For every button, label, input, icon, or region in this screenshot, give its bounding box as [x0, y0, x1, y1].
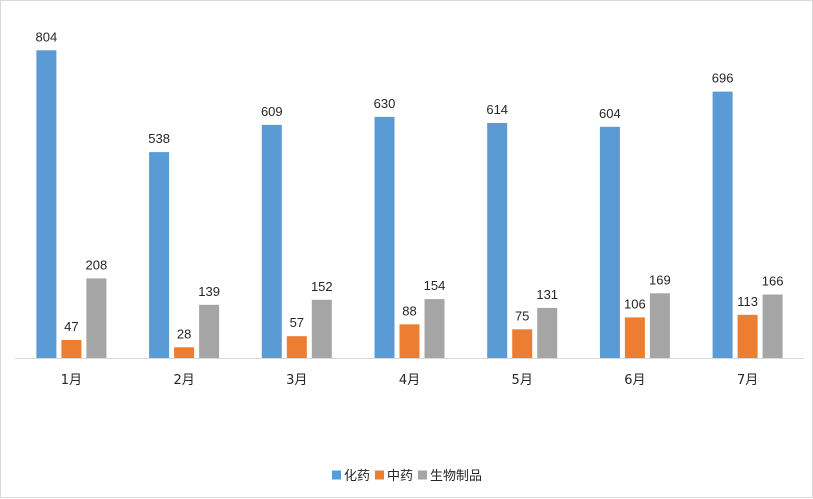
bar-中药-5月 [512, 329, 533, 358]
bar-生物制品-4月 [424, 299, 445, 358]
x-tick-label: 4月 [399, 373, 420, 388]
bar-生物制品-7月 [762, 294, 783, 358]
legend-label: 中药 [387, 469, 413, 484]
x-tick-label: 5月 [512, 373, 533, 388]
bar-中药-1月 [61, 340, 82, 358]
bar-生物制品-3月 [311, 299, 332, 358]
x-axis-ticks: 1月 2月 3月 4月 5月 6月 7月 [61, 373, 758, 388]
bar-化药-6月 [599, 126, 620, 358]
data-label-化药-2月: 538 [148, 131, 170, 146]
data-label-生物制品-3月: 152 [311, 279, 333, 294]
x-tick-label: 2月 [173, 373, 194, 388]
legend-item-中药: 中药 [375, 469, 413, 484]
data-label-化药-7月: 696 [712, 71, 734, 86]
data-label-化药-4月: 630 [374, 96, 396, 111]
bar-化药-4月 [374, 116, 395, 359]
data-label-中药-4月: 88 [402, 303, 416, 318]
legend-swatch [332, 470, 341, 480]
bar-化药-1月 [36, 50, 57, 359]
bar-生物制品-6月 [649, 293, 670, 358]
bar-化药-7月 [712, 91, 733, 358]
x-tick-label: 7月 [737, 373, 758, 388]
bar-中药-7月 [737, 314, 758, 358]
legend-label: 化药 [344, 469, 370, 484]
bar-生物制品-1月 [86, 278, 107, 358]
bar-生物制品-2月 [199, 304, 220, 358]
bar-中药-3月 [286, 336, 307, 358]
legend-swatch [375, 470, 384, 480]
data-label-化药-5月: 614 [486, 102, 508, 117]
legend-item-生物制品: 生物制品 [418, 469, 482, 484]
bar-化药-2月 [149, 152, 170, 358]
legend-swatch [418, 470, 427, 480]
bar-化药-3月 [261, 124, 282, 359]
data-label-中药-7月: 113 [737, 294, 758, 309]
bar-生物制品-5月 [537, 307, 558, 358]
data-label-生物制品-5月: 131 [536, 287, 558, 302]
bars-layer [36, 50, 783, 359]
data-label-生物制品-6月: 169 [649, 272, 671, 287]
data-label-中药-2月: 28 [177, 326, 191, 341]
x-tick-label: 3月 [286, 373, 307, 388]
data-label-中药-5月: 75 [515, 308, 529, 323]
data-label-化药-1月: 804 [36, 29, 58, 44]
x-tick-label: 1月 [61, 373, 82, 388]
legend-item-化药: 化药 [332, 469, 370, 484]
x-tick-label: 6月 [624, 373, 645, 388]
bar-中药-6月 [624, 317, 645, 358]
data-label-生物制品-2月: 139 [198, 284, 220, 299]
data-label-生物制品-4月: 154 [424, 278, 446, 293]
data-label-化药-3月: 609 [261, 104, 283, 119]
data-label-化药-6月: 604 [599, 106, 621, 121]
data-label-生物制品-1月: 208 [86, 257, 108, 272]
data-label-中药-1月: 47 [64, 319, 78, 334]
data-label-中药-3月: 57 [290, 315, 304, 330]
data-labels-layer: 804 47 208 538 28 139 609 57 152 630 88 154 614 75 131… [36, 29, 784, 341]
bar-中药-4月 [399, 324, 420, 358]
data-label-中药-6月: 106 [624, 296, 646, 311]
data-label-生物制品-7月: 166 [762, 274, 784, 289]
bar-化药-5月 [487, 123, 508, 358]
bar-中药-2月 [174, 347, 195, 358]
legend: 化药 中药 生物制品 [332, 469, 482, 484]
legend-label: 生物制品 [430, 469, 482, 484]
